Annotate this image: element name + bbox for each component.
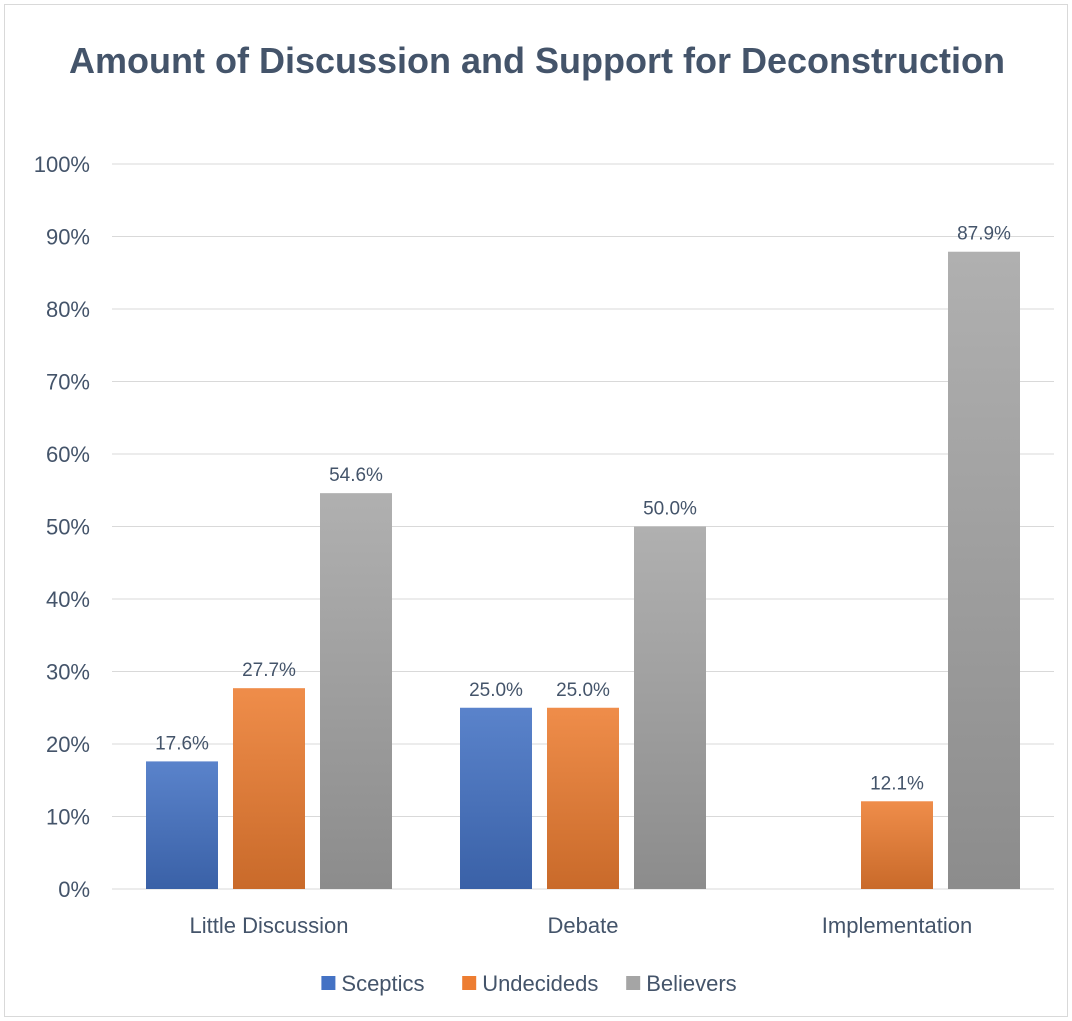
- category-label: Little Discussion: [190, 913, 349, 938]
- legend-swatch: [626, 976, 641, 990]
- legend-item-believers: Believers: [626, 971, 737, 996]
- chart-title: Amount of Discussion and Support for Dec…: [69, 40, 1005, 81]
- gridlines: [112, 163, 1054, 890]
- bar-undecideds-1: [233, 688, 305, 889]
- y-tick-label: 50%: [46, 515, 90, 540]
- data-label: 12.1%: [870, 773, 924, 794]
- legend-item-undecideds: Undecideds: [462, 971, 598, 996]
- bar-believers-2: [634, 526, 706, 889]
- bar-believers-1: [320, 493, 392, 889]
- y-tick-label: 80%: [46, 297, 90, 322]
- data-label: 25.0%: [469, 680, 523, 701]
- legend-swatch: [462, 976, 477, 990]
- y-tick-label: 70%: [46, 370, 90, 395]
- legend-label: Believers: [646, 971, 736, 996]
- bars: [146, 251, 1020, 890]
- data-labels: 17.6% 27.7% 54.6% 25.0% 25.0% 50.0% 12.1% 87.9%: [155, 224, 1011, 795]
- category-label: Implementation: [822, 913, 972, 938]
- bar-undecideds-2: [547, 707, 619, 889]
- y-tick-label: 20%: [46, 732, 90, 757]
- legend-label: Sceptics: [341, 971, 424, 996]
- bar-sceptics-2: [460, 707, 532, 889]
- bar-undecideds-3: [861, 801, 933, 889]
- data-label: 50.0%: [643, 499, 697, 520]
- data-label: 25.0%: [556, 680, 610, 701]
- y-tick-label: 0%: [58, 877, 90, 902]
- data-label: 87.9%: [957, 224, 1011, 245]
- legend-swatch: [321, 976, 336, 990]
- y-tick-label: 30%: [46, 660, 90, 685]
- y-tick-label: 10%: [46, 805, 90, 830]
- y-axis-ticks: 0% 10% 20% 30% 40% 50% 60% 70% 80% 90% 100%: [34, 152, 90, 902]
- bar-believers-3: [948, 251, 1020, 890]
- data-label: 27.7%: [242, 660, 296, 681]
- legend-label: Undecideds: [482, 971, 598, 996]
- y-tick-label: 40%: [46, 587, 90, 612]
- legend: Sceptics Undecideds Believers: [321, 971, 737, 996]
- x-axis-categories: Little Discussion Debate Implementation: [190, 913, 973, 938]
- category-label: Debate: [548, 913, 619, 938]
- data-label: 17.6%: [155, 733, 209, 754]
- y-tick-label: 100%: [34, 152, 90, 177]
- data-label: 54.6%: [329, 465, 383, 486]
- bar-sceptics-1: [146, 761, 218, 889]
- y-tick-label: 90%: [46, 225, 90, 250]
- legend-item-sceptics: Sceptics: [321, 971, 425, 996]
- y-tick-label: 60%: [46, 442, 90, 467]
